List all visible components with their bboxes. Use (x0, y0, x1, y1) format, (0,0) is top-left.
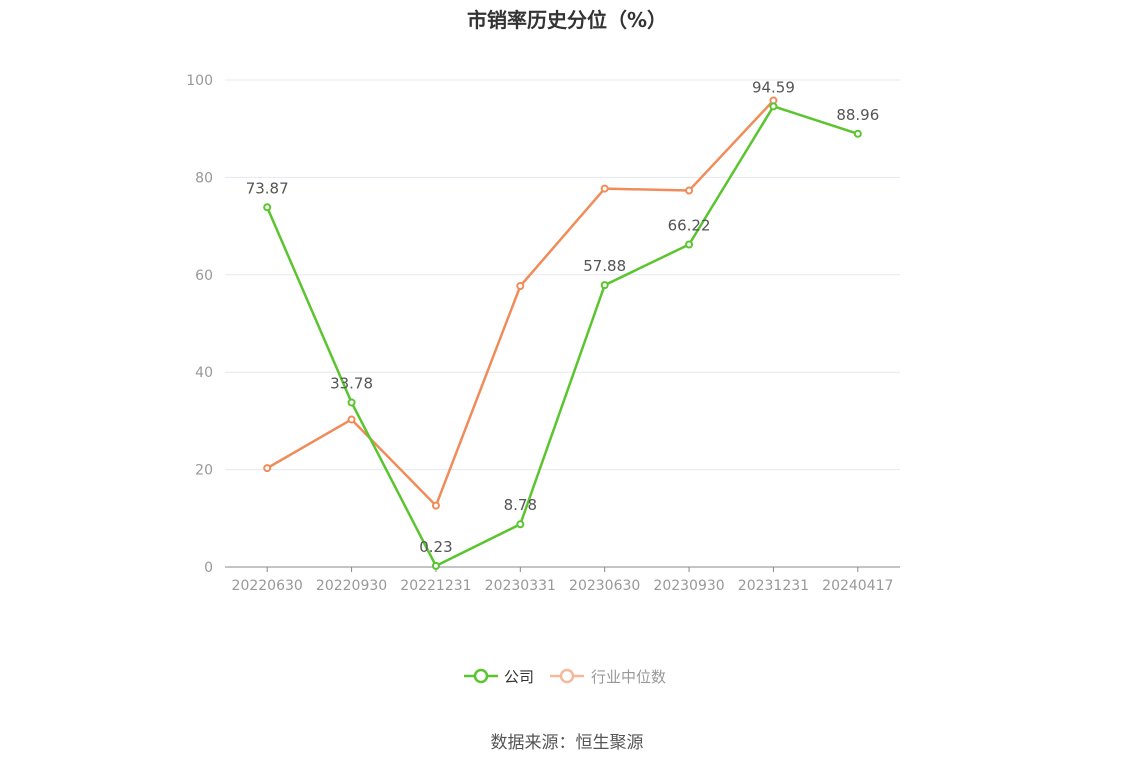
industry-point (347, 415, 356, 424)
x-tick-label: 20220930 (316, 578, 387, 594)
company-data-label: 33.78 (330, 374, 373, 392)
company-data-label: 8.78 (504, 496, 537, 514)
y-tick-label: 40 (195, 365, 213, 381)
x-tick-label: 20240417 (822, 578, 893, 594)
company-series-line (266, 105, 859, 568)
industry-series-line (266, 99, 775, 507)
x-tick-label: 20230630 (569, 578, 640, 594)
x-tick-label: 20230930 (653, 578, 724, 594)
company-data-label: 88.96 (836, 106, 879, 124)
company-point (853, 129, 862, 138)
company-data-label: 0.23 (419, 538, 452, 556)
company-data-label: 57.88 (583, 257, 626, 275)
x-tick-label: 20231231 (738, 578, 809, 594)
company-data-label: 66.22 (668, 217, 711, 235)
data-source-note: 数据来源：恒生聚源 (490, 733, 644, 753)
y-tick-label: 80 (195, 170, 213, 186)
industry-point (685, 186, 694, 195)
legend-company-swatch-marker (473, 668, 489, 684)
company-data-label: 94.59 (752, 78, 795, 96)
chart-title: 市销率历史分位（%） (466, 8, 668, 32)
company-point (600, 281, 609, 290)
company-point (516, 520, 525, 529)
y-tick-label: 20 (195, 463, 213, 479)
industry-point (263, 464, 272, 473)
company-point (431, 561, 440, 570)
legend-industry-swatch-marker (559, 668, 575, 684)
legend-industry-label: 行业中位数 (591, 668, 666, 686)
x-tick-label: 20220630 (232, 578, 303, 594)
company-point (769, 102, 778, 111)
industry-point (431, 501, 440, 510)
industry-point (600, 184, 609, 193)
company-data-label: 73.87 (246, 179, 289, 197)
y-tick-label: 100 (186, 73, 213, 89)
company-point (263, 203, 272, 212)
x-tick-label: 20221231 (400, 578, 471, 594)
legend-company-label: 公司 (504, 668, 534, 686)
y-tick-label: 60 (195, 268, 213, 284)
company-point (347, 398, 356, 407)
company-point (685, 240, 694, 249)
industry-point (516, 282, 525, 291)
x-tick-label: 20230331 (485, 578, 556, 594)
y-tick-label: 0 (204, 560, 213, 576)
